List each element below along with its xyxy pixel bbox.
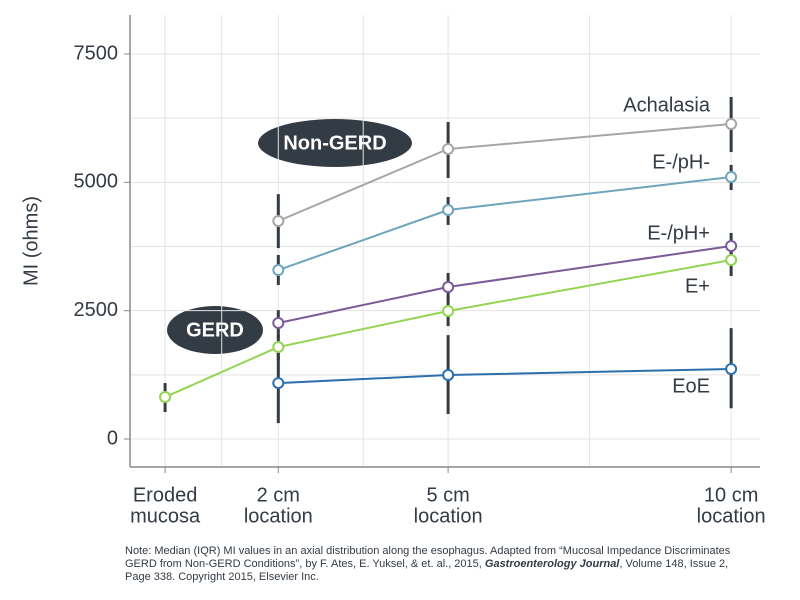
note-text: , Volume 148, Issue 2, Page 338. Copyrig… [125, 558, 729, 583]
marker [159, 391, 172, 404]
marker [442, 304, 455, 317]
series-label: E+ [685, 275, 710, 297]
note-text: Note: Median (IQR) MI values in an axial… [125, 545, 731, 570]
chart: MI (ohms) Non-GERD GERD 0 2500 5000 7500 Ero… [20, 15, 766, 527]
marker [725, 363, 738, 376]
annotation-bubble [167, 306, 263, 354]
marker [442, 369, 455, 382]
series-line [278, 245, 732, 324]
x-tick-label: 5 cm [426, 484, 469, 506]
y-axis-label: MI (ohms) [20, 196, 42, 286]
x-tick-label: 2 cm [257, 484, 300, 506]
marker [442, 281, 455, 294]
x-tick-label: mucosa [130, 505, 201, 527]
annotation-bubble [258, 119, 412, 167]
marker [442, 142, 455, 155]
y-tick-label: 5000 [74, 171, 119, 193]
series-label: Achalasia [623, 94, 711, 116]
y-tick-label: 7500 [74, 42, 119, 64]
marker [272, 377, 285, 390]
note: Note: Median (IQR) MI values in an axial… [125, 545, 745, 584]
y-tick-label: 2500 [74, 299, 119, 321]
marker [272, 215, 285, 228]
x-tick-label: location [244, 505, 313, 527]
marker [725, 240, 738, 253]
series-label: EoE [672, 375, 710, 397]
series-line [278, 368, 732, 385]
annotation: GERD [186, 319, 244, 341]
x-tick-label: location [414, 505, 483, 527]
series-label: E-/pH- [652, 151, 710, 173]
marker [272, 317, 285, 330]
marker [725, 171, 738, 184]
marker [725, 254, 738, 267]
x-tick-label: location [697, 505, 766, 527]
marker [725, 117, 738, 130]
annotation: Non-GERD [283, 132, 386, 154]
note-journal: Gastroenterology Journal [484, 558, 620, 570]
x-tick-label: Eroded [133, 484, 198, 506]
marker [442, 204, 455, 217]
y-tick-label: 0 [107, 427, 118, 449]
series-line [164, 259, 732, 398]
marker [272, 341, 285, 354]
x-tick-label: 10 cm [704, 484, 758, 506]
marker [272, 264, 285, 277]
series-label: E-/pH+ [647, 222, 710, 244]
